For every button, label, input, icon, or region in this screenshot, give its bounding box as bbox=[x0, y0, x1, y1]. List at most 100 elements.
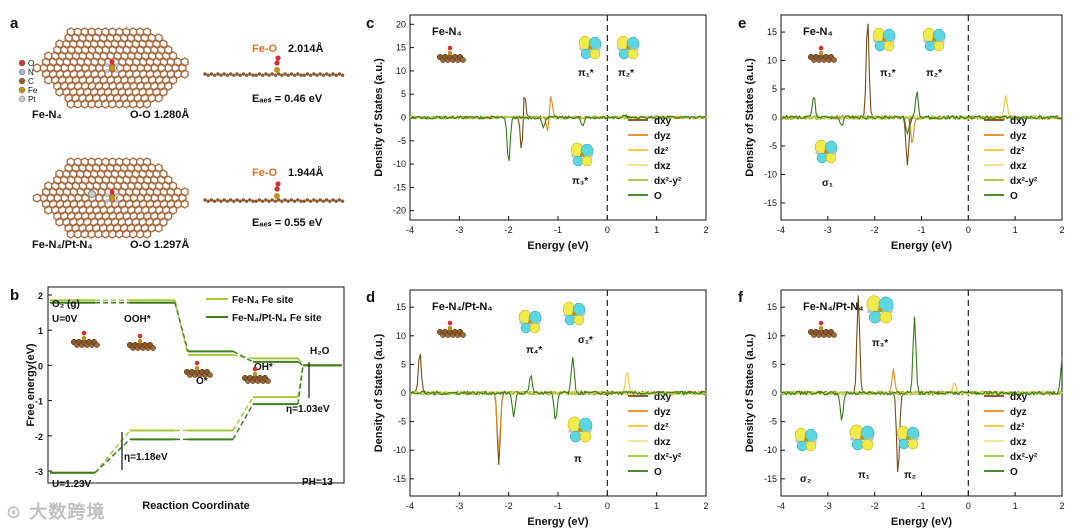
y-tick-label: -5 bbox=[398, 417, 406, 427]
carbon-atom bbox=[228, 198, 233, 202]
transition-line bbox=[174, 302, 189, 352]
legend-atom-label: C bbox=[28, 77, 34, 86]
x-axis-label: Energy (eV) bbox=[527, 516, 588, 528]
dos-curve-O bbox=[409, 356, 707, 420]
carbon-atom bbox=[331, 72, 335, 76]
legend-atom-O bbox=[18, 59, 26, 67]
title-molecule bbox=[807, 320, 837, 338]
carbon-atom bbox=[265, 378, 271, 384]
panel-title: Fe-N₄ bbox=[803, 26, 833, 38]
carbon-atom bbox=[280, 199, 284, 203]
orbital-lobe bbox=[868, 310, 882, 324]
nitrogen-atom bbox=[581, 313, 585, 317]
fe-atom bbox=[580, 153, 584, 157]
transition-line bbox=[232, 350, 254, 363]
oxygen-atom bbox=[274, 60, 280, 66]
nitrogen-atom bbox=[571, 154, 575, 158]
carbon-atom bbox=[308, 199, 313, 203]
y-axis-label: Density of States (a.u.) bbox=[373, 58, 385, 177]
carbon-atom bbox=[219, 73, 223, 77]
orbital-lobe bbox=[572, 155, 584, 167]
y-tick-label: 0 bbox=[401, 388, 406, 398]
orbital-lobe bbox=[898, 438, 910, 450]
fe-atom bbox=[588, 46, 592, 50]
x-tick-label: -2 bbox=[505, 225, 513, 235]
carbon-atom bbox=[286, 199, 290, 203]
legend-label: O bbox=[1010, 467, 1018, 478]
nitrogen-atom bbox=[115, 63, 119, 67]
adsorption-energy: Eₐₑₛ = 0.55 eV bbox=[252, 217, 323, 229]
transition-line bbox=[297, 365, 304, 405]
y-tick-label: -15 bbox=[764, 198, 777, 208]
carbon-atom bbox=[206, 199, 210, 203]
orbital-label: π₂ bbox=[904, 470, 916, 481]
transition-line bbox=[297, 357, 304, 366]
carbon-ring bbox=[164, 81, 173, 91]
x-tick-label: -3 bbox=[455, 225, 463, 235]
carbon-atom bbox=[251, 199, 255, 203]
y-tick-label: -15 bbox=[764, 474, 777, 484]
x-tick-label: -1 bbox=[917, 225, 925, 235]
x-tick-label: 0 bbox=[605, 501, 610, 511]
y-tick-label: -1 bbox=[35, 397, 43, 407]
panel-title: Fe-N₄/Pt-N₄ bbox=[803, 301, 864, 313]
carbon-atom bbox=[283, 72, 287, 76]
y-axis-label: Density of States (a.u.) bbox=[744, 58, 756, 177]
potential-label: U=0V bbox=[52, 314, 78, 325]
orbital-lobe bbox=[573, 314, 585, 326]
carbon-atom bbox=[222, 72, 226, 76]
panel-letter-f: f bbox=[738, 289, 744, 306]
fe-atom bbox=[81, 335, 87, 341]
legend-atom-Pt bbox=[18, 95, 26, 103]
legend-label: O bbox=[1010, 191, 1018, 202]
legend-label: dxz bbox=[654, 161, 671, 172]
fe-atom bbox=[109, 65, 115, 71]
carbon-atom bbox=[270, 198, 274, 202]
carbon-atom bbox=[209, 72, 214, 76]
fe-atom bbox=[882, 38, 886, 42]
o-o-bond-label: O-O 1.297Å bbox=[130, 238, 189, 251]
carbon-atom bbox=[238, 199, 242, 203]
oxygen-atom bbox=[109, 189, 115, 195]
oxygen-atom bbox=[109, 59, 115, 65]
carbon-atom bbox=[264, 72, 268, 76]
carbon-atom bbox=[337, 72, 342, 76]
carbon-atom bbox=[302, 73, 306, 77]
legend-atom-label: O bbox=[28, 59, 34, 68]
y-tick-label: -5 bbox=[769, 141, 777, 151]
x-tick-label: -4 bbox=[777, 501, 785, 511]
legend-label: dxy bbox=[1010, 392, 1028, 403]
orbital-sigma1 bbox=[814, 139, 838, 164]
legend-label: dyz bbox=[1010, 407, 1027, 418]
state-label: O* bbox=[196, 376, 208, 387]
dos-curve-dx²-y² bbox=[409, 390, 707, 396]
pt-atom bbox=[88, 190, 96, 198]
y-tick-label: 10 bbox=[396, 66, 406, 76]
x-axis-label: Energy (eV) bbox=[527, 240, 588, 252]
nitrogen-atom bbox=[850, 437, 854, 441]
carbon-atom bbox=[260, 199, 265, 203]
carbon-atom bbox=[328, 73, 332, 77]
carbon-atom bbox=[292, 199, 297, 203]
fe-atom bbox=[804, 438, 808, 442]
carbon-atom bbox=[337, 198, 342, 202]
legend-label: dyz bbox=[654, 407, 671, 418]
carbon-atom bbox=[251, 73, 255, 77]
nitrogen-atom bbox=[815, 151, 819, 155]
fe-atom bbox=[626, 46, 630, 50]
panel-letter-b: b bbox=[10, 287, 19, 304]
fe-atom bbox=[906, 436, 910, 440]
legend-label: dxz bbox=[1010, 437, 1027, 448]
legend-atom-Fe bbox=[18, 86, 26, 94]
legend-label: dxz bbox=[1010, 161, 1027, 172]
legend-label: Fe-N₄ Fe site bbox=[232, 295, 294, 306]
carbon-atom bbox=[228, 72, 233, 76]
adsorption-energy: Eₐₑₛ = 0.46 eV bbox=[252, 93, 323, 105]
legend-atom-label: Fe bbox=[28, 86, 38, 95]
carbon-atom bbox=[203, 72, 207, 76]
legend-atom-label: Pt bbox=[28, 95, 36, 104]
x-tick-label: 0 bbox=[966, 225, 971, 235]
nitrogen-atom bbox=[870, 437, 874, 441]
orbital-lobe bbox=[805, 440, 817, 452]
